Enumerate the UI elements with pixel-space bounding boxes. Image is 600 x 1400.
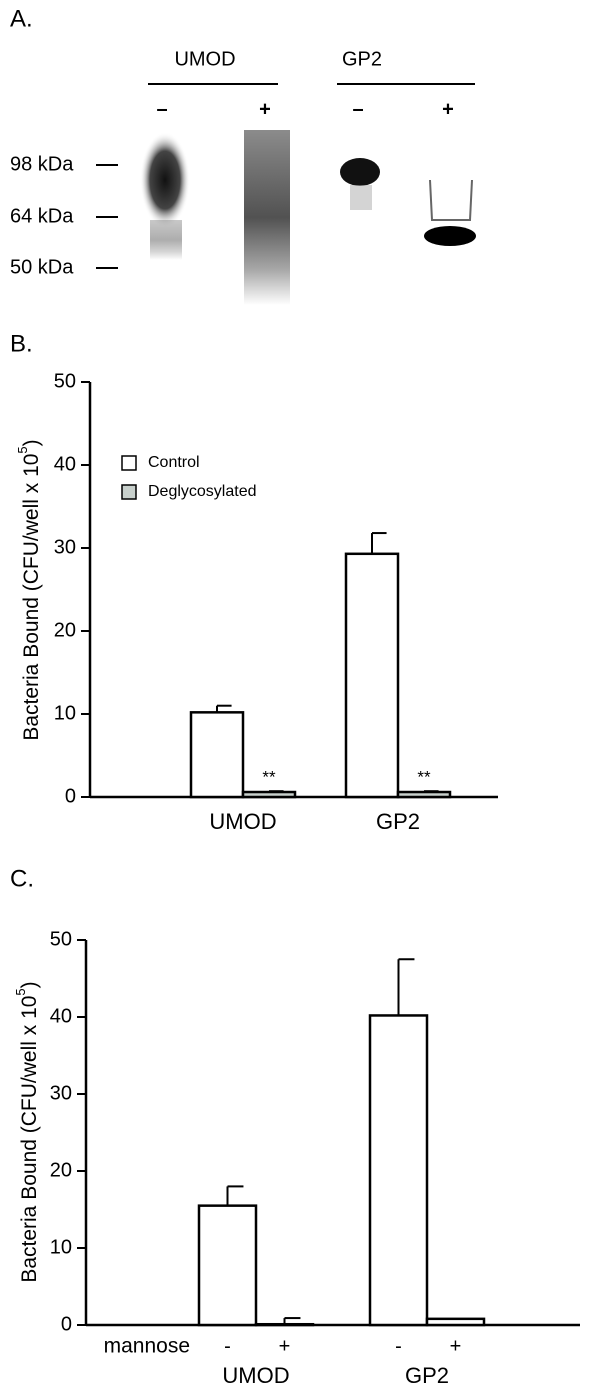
condition-label: - — [395, 1335, 402, 1357]
y-axis-label: Bacteria Bound (CFU/well x 105) — [13, 981, 40, 1282]
bar — [254, 1322, 315, 1327]
legend-swatch — [121, 455, 137, 471]
legend-swatch — [121, 484, 137, 500]
panel-label: B. — [10, 330, 33, 357]
y-tick-label: 0 — [65, 785, 76, 807]
annotation: ** — [262, 768, 276, 787]
y-axis-label: Bacteria Bound (CFU/well x 105) — [15, 439, 42, 740]
condition-label: + — [279, 1335, 291, 1357]
lane-label: – — [156, 98, 167, 120]
bar — [425, 1317, 486, 1327]
panel-label: A. — [10, 5, 33, 32]
condition-title: mannose — [104, 1335, 190, 1358]
panel-label: C. — [10, 865, 34, 892]
condition-label: + — [450, 1335, 462, 1357]
y-axis-label-sup: 5 — [13, 988, 28, 995]
lane-label: + — [442, 98, 454, 120]
y-tick-label: 30 — [50, 1082, 72, 1104]
bar — [197, 1204, 258, 1327]
annotation: ** — [417, 768, 431, 787]
y-tick-label: 10 — [50, 1236, 72, 1258]
bar — [344, 552, 400, 799]
bar — [396, 790, 452, 799]
marker-label: 50 kDa — [10, 256, 74, 278]
y-axis-label-suffix: ) — [18, 981, 41, 988]
y-axis-label-suffix: ) — [20, 439, 43, 446]
y-tick-label: 40 — [54, 453, 76, 475]
marker-label: 64 kDa — [10, 205, 74, 227]
y-tick-label: 20 — [54, 619, 76, 641]
y-tick-label: 20 — [50, 1159, 72, 1181]
bar — [368, 1014, 429, 1327]
lane-label: – — [352, 98, 363, 120]
y-tick-label: 10 — [54, 702, 76, 724]
condition-label: - — [224, 1335, 231, 1357]
marker-label: 98 kDa — [10, 153, 74, 175]
bar — [189, 711, 245, 799]
legend-label: Deglycosylated — [148, 483, 257, 500]
y-axis-label-text: Bacteria Bound (CFU/well x 10 — [20, 454, 43, 741]
bar — [241, 790, 297, 799]
legend-label: Control — [148, 454, 200, 471]
y-axis-label-sup: 5 — [15, 446, 30, 453]
y-axis-label-text: Bacteria Bound (CFU/well x 10 — [18, 996, 41, 1283]
x-tick-label: UMOD — [222, 1363, 289, 1388]
group-label: GP2 — [342, 48, 382, 70]
lane-label: + — [259, 98, 271, 120]
x-tick-label: GP2 — [376, 809, 420, 834]
y-tick-label: 40 — [50, 1005, 72, 1027]
x-tick-label: GP2 — [405, 1363, 449, 1388]
blot-image — [140, 130, 476, 305]
y-tick-label: 50 — [54, 370, 76, 392]
y-tick-label: 30 — [54, 536, 76, 558]
group-label: UMOD — [174, 48, 235, 70]
y-tick-label: 0 — [61, 1313, 72, 1335]
y-tick-label: 50 — [50, 928, 72, 950]
x-tick-label: UMOD — [209, 809, 276, 834]
